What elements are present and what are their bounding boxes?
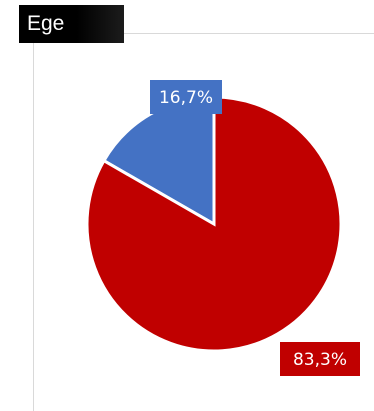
chart-title: Ege bbox=[19, 5, 124, 43]
data-label-text: 16,7% bbox=[159, 88, 213, 108]
top-border-line bbox=[124, 33, 374, 34]
data-label-background bbox=[150, 80, 222, 114]
left-border-line bbox=[33, 33, 34, 411]
pie-slice-large bbox=[85, 95, 343, 353]
data-label-text: 83,3% bbox=[293, 350, 347, 370]
data-label-small: 16,7% bbox=[150, 80, 222, 114]
pie-data-labels: 16,7% 83,3% bbox=[150, 80, 360, 376]
data-label-background bbox=[280, 342, 360, 376]
data-label-large: 83,3% bbox=[280, 342, 360, 376]
pie-slices bbox=[85, 95, 343, 353]
